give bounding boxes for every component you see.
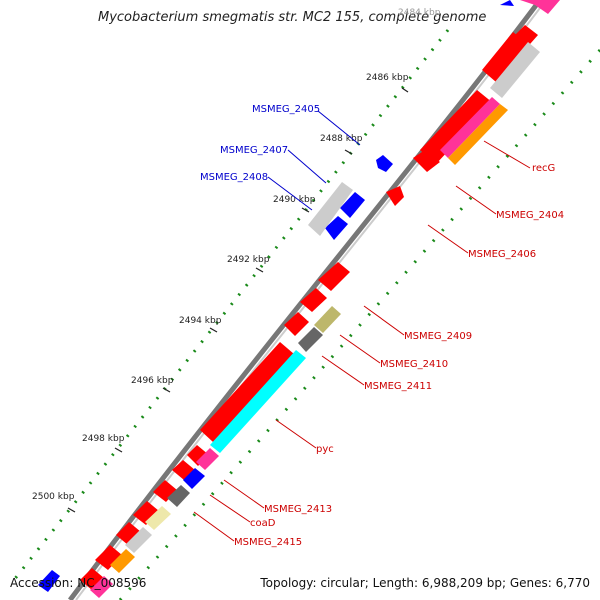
gene-label-reverse: MSMEG_2404 (496, 210, 564, 221)
tick-label: 2494 kbp (179, 316, 222, 326)
tick-labels: 2484 kbp 2486 kbp 2488 kbp 2490 kbp 2492… (32, 8, 441, 502)
tick-label: 2488 kbp (320, 134, 363, 144)
gene-label-reverse: MSMEG_2413 (264, 504, 332, 515)
gene-label-reverse: MSMEG_2410 (380, 359, 448, 370)
gene-label-forward: MSMEG_2408 (200, 172, 268, 183)
reverse-gene-labels: recG MSMEG_2404 MSMEG_2406 MSMEG_2409 MS… (193, 140, 564, 548)
accession-label: Accession: NC_008596 (10, 576, 147, 590)
tick-label: 2496 kbp (131, 376, 174, 386)
gene-label-reverse: MSMEG_2411 (364, 381, 432, 392)
gene-label-reverse: MSMEG_2415 (234, 537, 302, 548)
forward-gene-labels: MSMEG_2405 MSMEG_2407 MSMEG_2408 (200, 104, 361, 211)
tick-label: 2492 kbp (227, 255, 270, 265)
functional-class-band (90, 0, 560, 598)
inner-gc-track (118, 49, 600, 600)
tick-label: 2500 kbp (32, 492, 75, 502)
gene-label-reverse: MSMEG_2406 (468, 249, 536, 260)
gene-label-reverse: recG (532, 163, 555, 174)
tick-label: 2486 kbp (366, 73, 409, 83)
page-title: Mycobacterium smegmatis str. MC2 155, co… (98, 10, 487, 25)
gene-label-reverse: MSMEG_2409 (404, 331, 472, 342)
gene-label-reverse: pyc (316, 444, 334, 455)
topology-label: Topology: circular; Length: 6,988,209 bp… (260, 576, 590, 590)
tick-label: 2484 kbp (398, 8, 441, 18)
tick-marks (67, 87, 409, 513)
tick-label: 2498 kbp (82, 434, 125, 444)
tick-label: 2490 kbp (273, 195, 316, 205)
outer-gc-track (8, 29, 450, 586)
gene-label-reverse: coaD (250, 518, 276, 529)
forward-cds (38, 0, 514, 592)
gene-label-forward: MSMEG_2407 (220, 145, 288, 156)
gene-label-forward: MSMEG_2405 (252, 104, 320, 115)
